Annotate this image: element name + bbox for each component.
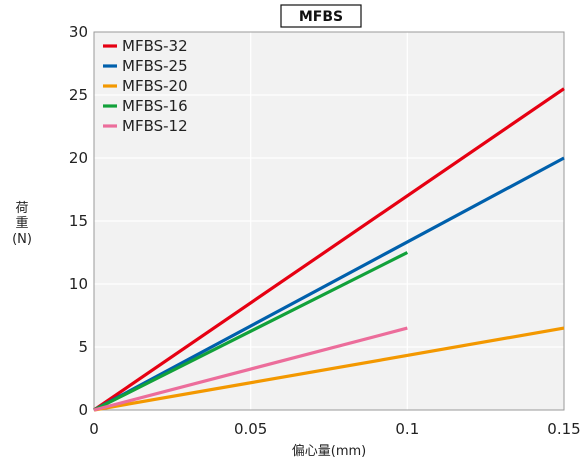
x-axis-title: 偏心量(mm) bbox=[292, 444, 366, 459]
y-tick-label: 10 bbox=[69, 275, 88, 293]
series-line-mfbs-25 bbox=[93, 156, 565, 412]
series-line-mfbs-12 bbox=[93, 326, 408, 412]
chart-title: MFBS bbox=[280, 4, 362, 28]
series-layer bbox=[93, 87, 565, 412]
series-line-mfbs-32 bbox=[93, 87, 565, 412]
y-tick-label: 0 bbox=[78, 401, 88, 419]
x-tick-label: 0.1 bbox=[395, 420, 419, 438]
y-tick-label: 5 bbox=[78, 338, 88, 356]
x-tick-label: 0.05 bbox=[234, 420, 267, 438]
y-tick-label: 20 bbox=[69, 149, 88, 167]
series-line-mfbs-16 bbox=[93, 251, 409, 412]
y-tick-label: 15 bbox=[69, 212, 88, 230]
x-tick-label: 0 bbox=[89, 420, 99, 438]
y-axis-title-line-2: 重 bbox=[15, 215, 28, 231]
y-axis-title-line-1: 荷 bbox=[15, 201, 28, 216]
plot-frame bbox=[93, 31, 565, 411]
legend: MFBS-32 MFBS-25 MFBS-20 MFBS-16 MFBS-12 bbox=[103, 37, 188, 135]
series-line-mfbs-20 bbox=[93, 326, 565, 412]
x-tick-label: 0.15 bbox=[547, 420, 580, 438]
legend-label: MFBS-12 bbox=[122, 117, 188, 135]
tick-labels: 0 5 10 15 20 25 30 0 0.05 0.1 0.15 bbox=[69, 23, 581, 438]
chart-title-text: MFBS bbox=[299, 9, 343, 25]
legend-label: MFBS-32 bbox=[122, 37, 188, 55]
y-axis-title-line-3: (N) bbox=[12, 232, 32, 247]
chart-title-box bbox=[280, 4, 362, 28]
legend-label: MFBS-16 bbox=[122, 97, 188, 115]
legend-label: MFBS-25 bbox=[122, 57, 188, 75]
y-tick-label: 30 bbox=[69, 23, 88, 41]
y-tick-label: 25 bbox=[69, 86, 88, 104]
legend-label: MFBS-20 bbox=[122, 77, 188, 95]
y-axis-title: 荷 重 (N) bbox=[12, 201, 32, 247]
